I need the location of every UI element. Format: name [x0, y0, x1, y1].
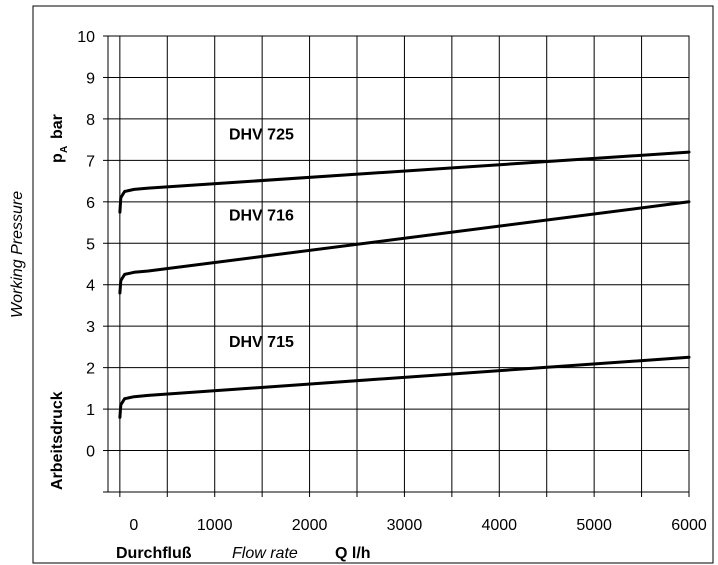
x-axis-label-units: Q l/h — [335, 545, 371, 562]
series-group: DHV 725 DHV 716 DHV 715 — [118, 127, 691, 419]
x-tick-label: 1000 — [197, 517, 233, 534]
y-axis-symbol: p — [49, 153, 66, 163]
series-label-dhv-715: DHV 715 — [229, 334, 294, 351]
series-line-dhv-716 — [118, 200, 691, 295]
y-axis-label-english: Working Pressure — [9, 191, 26, 318]
y-tick-labels: 0 1 2 3 4 5 6 7 8 9 10 — [77, 29, 95, 461]
series-label-dhv-725: DHV 725 — [229, 127, 294, 144]
y-tick-label: 0 — [86, 444, 95, 461]
series-label-dhv-716: DHV 716 — [229, 207, 294, 224]
axes — [103, 35, 690, 497]
x-tick-label: 3000 — [387, 517, 423, 534]
y-tick-label: 6 — [86, 195, 95, 212]
series-line-dhv-715 — [118, 355, 691, 419]
x-axis-label-german: Durchfluß — [116, 545, 192, 562]
plot-area — [107, 35, 690, 493]
y-axis-label-german: Arbeitsdruck — [49, 391, 66, 490]
x-tick-label: 4000 — [481, 517, 517, 534]
y-tick-label: 2 — [86, 361, 95, 378]
y-tick-label: 3 — [86, 319, 95, 336]
y-tick-label: 8 — [86, 112, 95, 129]
y-tick-label: 4 — [86, 278, 95, 295]
y-tick-label: 5 — [86, 236, 95, 253]
series-line-dhv-725 — [118, 150, 691, 214]
y-axis-symbol-subscript: A — [59, 146, 70, 153]
x-tick-label: 0 — [129, 517, 138, 534]
y-tick-label: 1 — [86, 402, 95, 419]
x-axis-label-english: Flow rate — [232, 545, 298, 562]
y-tick-label: 9 — [86, 70, 95, 87]
y-axis-bar-unit: bar — [49, 114, 66, 139]
x-tick-label: 2000 — [292, 517, 328, 534]
outer-frame — [32, 5, 714, 564]
y-axis-units-label: p A bar — [49, 114, 70, 163]
x-tick-label: 5000 — [576, 517, 612, 534]
y-tick-label: 7 — [86, 153, 95, 170]
x-tick-labels: 0 1000 2000 3000 4000 5000 6000 — [129, 517, 706, 534]
y-tick-label: 10 — [77, 29, 95, 46]
x-tick-label: 6000 — [671, 517, 707, 534]
